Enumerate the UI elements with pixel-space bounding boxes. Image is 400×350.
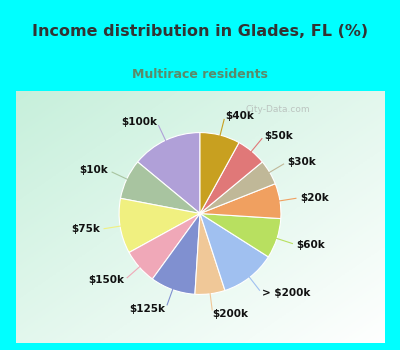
Wedge shape	[152, 214, 200, 294]
Text: $60k: $60k	[296, 240, 325, 250]
Wedge shape	[200, 162, 275, 214]
Text: Multirace residents: Multirace residents	[132, 68, 268, 81]
Text: $75k: $75k	[71, 224, 100, 234]
Text: > $200k: > $200k	[262, 288, 310, 299]
Text: $30k: $30k	[287, 157, 316, 167]
Text: $125k: $125k	[130, 304, 166, 314]
Wedge shape	[200, 184, 281, 219]
Text: Income distribution in Glades, FL (%): Income distribution in Glades, FL (%)	[32, 25, 368, 39]
Text: $150k: $150k	[88, 275, 124, 285]
Text: $10k: $10k	[80, 166, 108, 175]
Wedge shape	[200, 214, 281, 257]
Wedge shape	[200, 142, 262, 214]
Wedge shape	[120, 162, 200, 214]
Text: City-Data.com: City-Data.com	[245, 105, 310, 114]
Wedge shape	[200, 133, 239, 214]
Wedge shape	[200, 214, 268, 290]
Wedge shape	[138, 133, 200, 214]
Text: $50k: $50k	[264, 131, 293, 141]
Text: $100k: $100k	[121, 117, 157, 127]
Text: $200k: $200k	[213, 309, 249, 319]
Text: $40k: $40k	[225, 111, 254, 120]
Wedge shape	[195, 214, 225, 294]
Text: $20k: $20k	[300, 193, 329, 203]
Wedge shape	[119, 198, 200, 252]
Wedge shape	[129, 214, 200, 279]
